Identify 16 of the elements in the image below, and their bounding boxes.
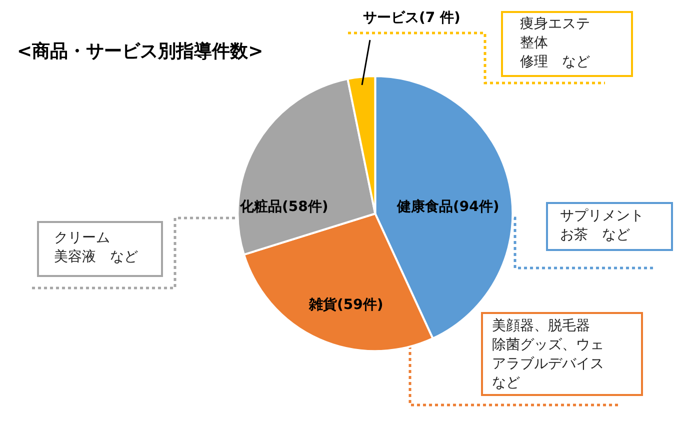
- slice-label: サービス(7 件): [363, 10, 460, 26]
- text: 美顔器、脱毛器: [492, 318, 590, 334]
- slice-label: 健康食品(94件): [396, 198, 500, 215]
- text: 整体: [520, 35, 548, 51]
- text: サプリメント: [560, 208, 644, 224]
- text: <商品・サービス別指導件数>: [17, 41, 264, 62]
- text: クリーム: [54, 230, 110, 246]
- text: 除菌グッズ、ウェ: [492, 337, 604, 353]
- text: など: [492, 375, 520, 391]
- text: アラブルデバイス: [492, 356, 604, 372]
- text: 美容液 など: [54, 249, 138, 265]
- slice-label: 雑貨(59件): [308, 297, 384, 313]
- text: お茶 など: [560, 227, 630, 243]
- slice-label: 化粧品(58件): [239, 198, 328, 215]
- text: 痩身エステ: [520, 16, 590, 32]
- text: 修理 など: [520, 54, 590, 70]
